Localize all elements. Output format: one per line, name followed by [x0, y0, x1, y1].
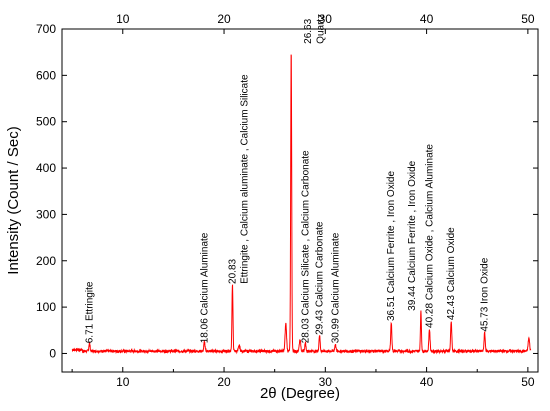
plot-frame: [61, 28, 539, 373]
top-tick-label: 40: [420, 12, 434, 26]
top-tick-label: 30: [319, 12, 333, 26]
x-tick-label: 10: [116, 375, 130, 389]
y-axis-ticks: 0 100 200 300 400 500 600 700: [36, 22, 538, 360]
peak-annotation: 29.43 Calcium Carbonate: [315, 221, 326, 335]
y-tick-label: 600: [36, 68, 56, 82]
x-tick-label: 30: [319, 375, 333, 389]
x-axis-title: 2θ (Degree): [260, 385, 340, 402]
peak-annotation: 28.03 Calcium Silicate , Calcium Carbona…: [300, 150, 311, 343]
peak-annotations: 6.71 Ettringite 18.06 Calcium Aluminate 20…: [84, 14, 490, 343]
top-tick-label: 20: [217, 12, 231, 26]
xrd-series-line: [71, 54, 532, 355]
y-tick-label: 300: [36, 207, 56, 221]
y-tick-label: 400: [36, 161, 56, 175]
x-axis-ticks: 10 20 30 40 50: [71, 367, 535, 389]
plot-border: [61, 28, 539, 373]
x-tick-label: 50: [521, 375, 535, 389]
y-tick-label: 0: [49, 346, 56, 360]
top-tick-label: 10: [116, 12, 130, 26]
top-axis-ticks: 10 20 30 40 50: [116, 12, 535, 34]
peak-annotation: 6.71 Ettringite: [84, 281, 95, 343]
x-tick-label: 20: [217, 375, 231, 389]
peak-annotation: 26.63: [303, 18, 314, 43]
x-tick-label: 40: [420, 375, 434, 389]
y-tick-label: 500: [36, 115, 56, 129]
peak-annotation: 40.28 Calcium Oxide , Calcium Aluminate: [424, 144, 435, 328]
peak-annotation: 36.51 Calcium Ferrite , Iron Oxide: [386, 171, 397, 321]
peak-annotation: 45.73 Iron Oxide: [480, 257, 491, 331]
peak-annotation: 20.83: [227, 258, 238, 283]
y-tick-label: 200: [36, 254, 56, 268]
peak-annotation: Quartz: [315, 14, 326, 44]
top-tick-label: 50: [521, 12, 535, 26]
y-axis-title: Intensity (Count / Sec): [5, 126, 22, 274]
peak-annotation: 39.44 Calcium Ferrite , Iron Oxide: [407, 160, 418, 310]
peak-annotation: 42.43 Calcium Oxide: [446, 227, 457, 320]
y-tick-label: 100: [36, 300, 56, 314]
y-tick-label: 700: [36, 22, 56, 36]
peak-annotation: Ettringite , Calcium aluminate , Calcium…: [239, 74, 250, 284]
peak-annotation: 18.06 Calcium Aluminate: [199, 232, 210, 343]
peak-annotation: 30.99 Calcium Aluminate: [330, 232, 341, 343]
